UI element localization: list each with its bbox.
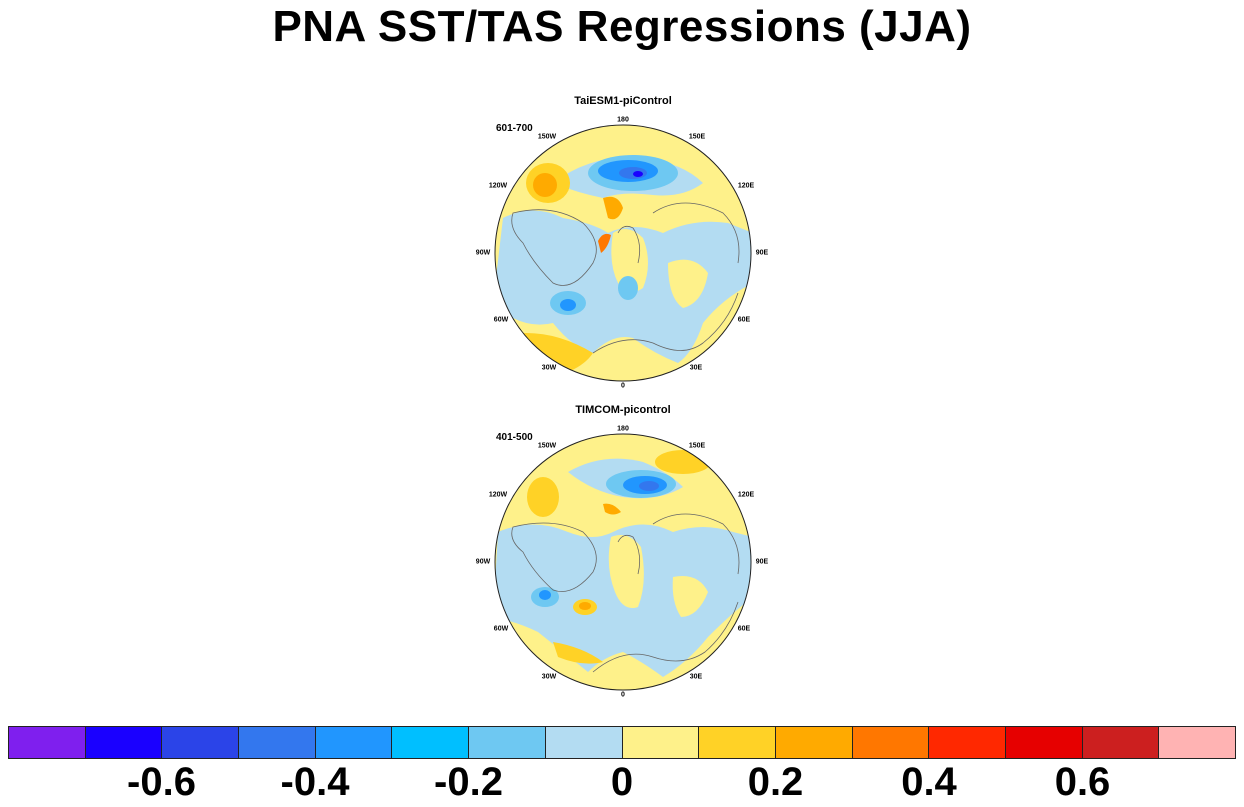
colorbar-box — [239, 727, 316, 758]
lon-label-60w: 60W — [493, 316, 509, 324]
lon-label-150w: 150W — [537, 442, 557, 450]
colorbar-tick-label: -0.2 — [434, 760, 503, 804]
lon-label-30w: 30W — [541, 673, 557, 681]
lon-label-90e: 90E — [755, 249, 769, 257]
colorbar-tick-label: 0.2 — [747, 760, 804, 804]
colorbar-box — [929, 727, 1006, 758]
colorbar-box — [1005, 727, 1083, 758]
colorbar-box — [545, 727, 623, 758]
lon-label-90e: 90E — [755, 558, 769, 566]
lon-label-90w: 90W — [475, 249, 491, 257]
colorbar-tick-label: -0.4 — [280, 760, 350, 804]
colorbar-box — [775, 727, 853, 758]
lon-label-150e: 150E — [688, 133, 706, 141]
lon-label-120w: 120W — [488, 491, 508, 499]
colorbar-box — [162, 727, 240, 758]
colorbar-tick-label: -0.6 — [127, 760, 196, 804]
lon-label-30e: 30E — [689, 364, 703, 372]
colorbar-box — [852, 727, 930, 758]
lon-label-150w: 150W — [537, 133, 557, 141]
panel-title: TIMCOM-picontrol — [575, 404, 671, 416]
colorbar-box — [469, 727, 546, 758]
colorbar-tick-label: 0 — [610, 760, 634, 804]
lon-label-30w: 30W — [541, 364, 557, 372]
colorbar-box — [1159, 727, 1235, 758]
colorbar-box — [9, 727, 86, 758]
colorbar — [8, 726, 1236, 759]
colorbar-tick-label: 0.4 — [901, 760, 957, 804]
lon-label-60w: 60W — [493, 625, 509, 633]
lon-label-120e: 120E — [737, 491, 755, 499]
colorbar-box — [699, 727, 776, 758]
lon-label-180: 180 — [617, 116, 629, 124]
colorbar-tick-label: 0.6 — [1054, 760, 1111, 804]
lon-label-120e: 120E — [737, 182, 755, 190]
lon-label-90w: 90W — [475, 558, 491, 566]
colorbar-box — [622, 727, 700, 758]
polar-map-1 — [494, 124, 752, 382]
colorbar-box — [85, 727, 163, 758]
lon-label-180: 180 — [617, 425, 629, 433]
lon-label-0: 0 — [621, 382, 625, 390]
lon-label-150e: 150E — [688, 442, 706, 450]
period-label: 401-500 — [496, 432, 533, 443]
colorbar-box — [315, 727, 393, 758]
colorbar-box — [392, 727, 470, 758]
lon-label-60e: 60E — [737, 625, 751, 633]
polar-map-2 — [494, 433, 752, 691]
lon-label-120w: 120W — [488, 182, 508, 190]
colorbar-box — [1082, 727, 1160, 758]
panel-title: TaiESM1-piControl — [574, 95, 672, 107]
lon-label-30e: 30E — [689, 673, 703, 681]
period-label: 601-700 — [496, 123, 533, 134]
lon-label-60e: 60E — [737, 316, 751, 324]
lon-label-0: 0 — [621, 691, 625, 699]
main-title: PNA SST/TAS Regressions (JJA) — [272, 2, 972, 51]
